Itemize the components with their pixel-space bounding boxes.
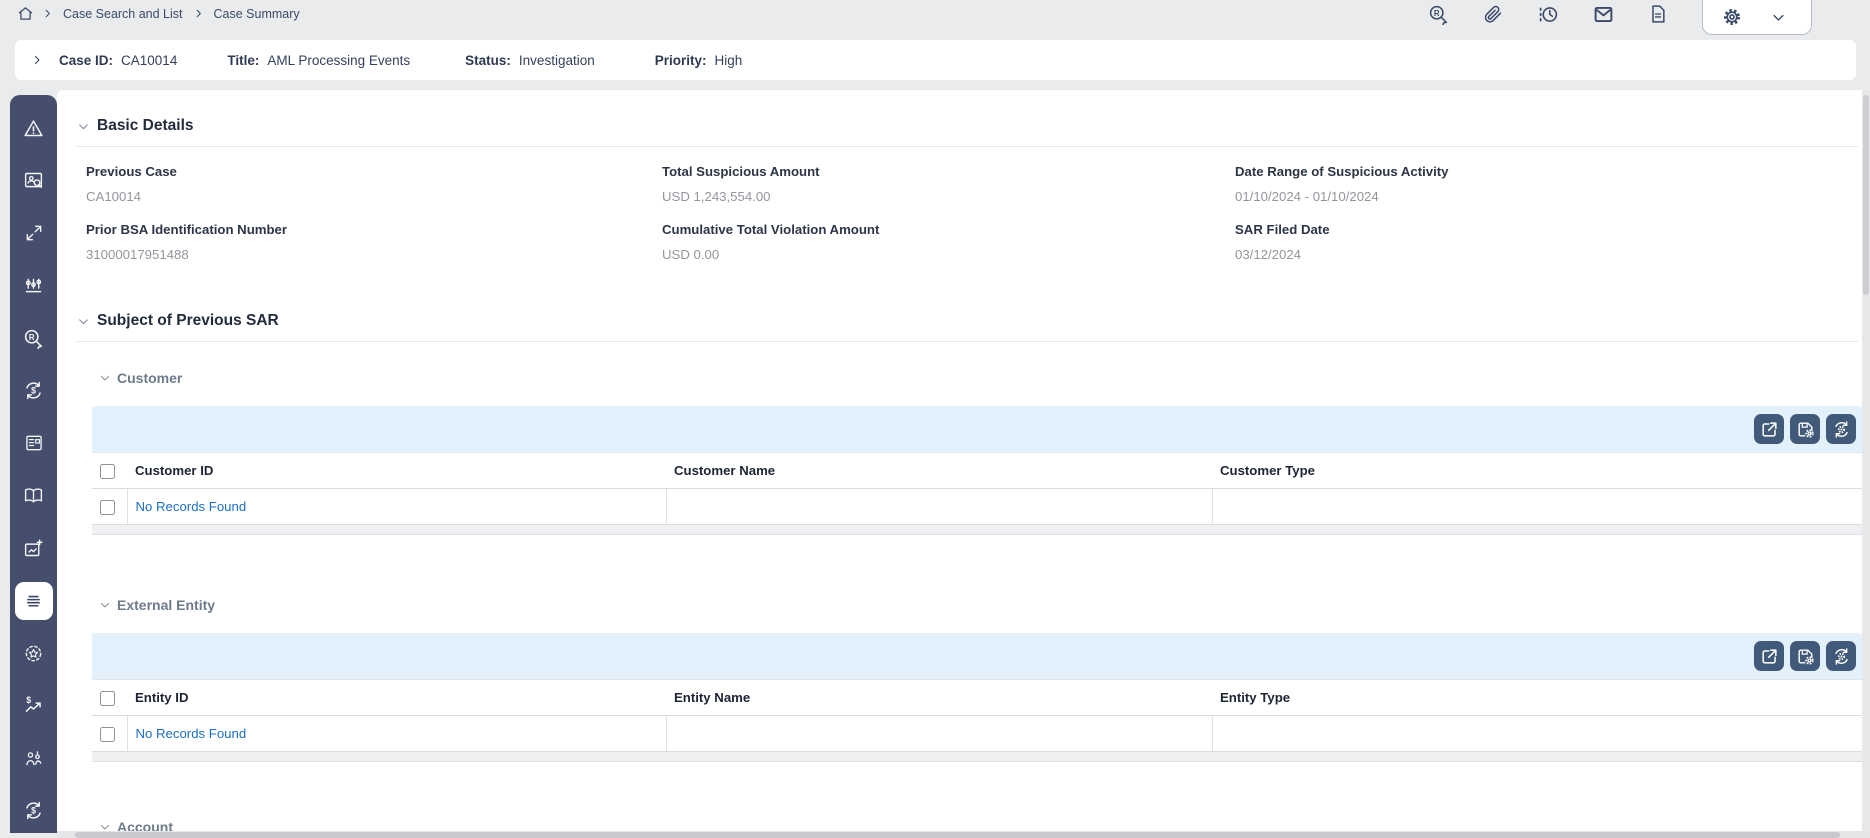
subsection-title: Account bbox=[117, 819, 173, 831]
collapse-chevron-icon[interactable] bbox=[77, 120, 90, 133]
transaction-cycle-icon[interactable] bbox=[15, 792, 53, 830]
no-records-found-link[interactable]: No Records Found bbox=[135, 726, 247, 741]
field-prior-bsa-number: Prior BSA Identification Number 31000017… bbox=[86, 222, 288, 262]
data-export-gear-icon[interactable] bbox=[1790, 641, 1820, 671]
field-sar-filed-date: SAR Filed Date 03/12/2024 bbox=[1235, 222, 1330, 262]
external-entity-table: Entity ID Entity Name Entity Type No Rec… bbox=[92, 679, 1862, 752]
account-details-icon[interactable] bbox=[15, 424, 53, 462]
document-icon[interactable] bbox=[1647, 3, 1669, 25]
queue-analysis-icon[interactable] bbox=[15, 267, 53, 305]
case-priority-field: Priority: High bbox=[654, 52, 743, 68]
currency-exchange-icon[interactable] bbox=[15, 372, 53, 410]
section-title: Subject of Previous SAR bbox=[97, 312, 279, 329]
refresh-settings-icon[interactable] bbox=[1826, 414, 1856, 444]
column-header[interactable]: Customer Type bbox=[1220, 463, 1316, 478]
table-header-row: Customer ID Customer Name Customer Type bbox=[92, 452, 1862, 489]
subject-of-previous-sar-header: Subject of Previous SAR bbox=[77, 312, 1852, 330]
risk-badge-icon[interactable] bbox=[15, 634, 53, 672]
basic-details-fields: Previous Case CA10014 Total Suspicious A… bbox=[57, 164, 1862, 280]
field-previous-case: Previous Case CA10014 bbox=[86, 164, 177, 204]
expand-icon[interactable] bbox=[15, 214, 53, 252]
top-action-icons bbox=[1427, 0, 1812, 35]
history-icon[interactable] bbox=[1537, 3, 1559, 25]
field-total-suspicious-amount: Total Suspicious Amount USD 1,243,554.00 bbox=[662, 164, 820, 204]
data-export-gear-icon[interactable] bbox=[1790, 414, 1820, 444]
export-icon[interactable] bbox=[1754, 641, 1784, 671]
row-checkbox[interactable] bbox=[100, 499, 115, 515]
field-cumulative-violation-amount: Cumulative Total Violation Amount USD 0.… bbox=[662, 222, 880, 262]
section-divider bbox=[77, 341, 1858, 342]
column-header[interactable]: Entity ID bbox=[135, 690, 189, 705]
collapse-chevron-icon[interactable] bbox=[99, 599, 111, 611]
horizontal-scrollbar-thumb[interactable] bbox=[75, 831, 1840, 838]
table-row: No Records Found bbox=[92, 715, 1862, 752]
relationship-icon[interactable] bbox=[15, 739, 53, 777]
column-header[interactable]: Entity Type bbox=[1220, 690, 1291, 705]
column-header[interactable]: Entity Name bbox=[674, 690, 751, 705]
select-all-checkbox[interactable] bbox=[100, 463, 115, 479]
add-evidence-icon[interactable] bbox=[15, 529, 53, 567]
field-date-range: Date Range of Suspicious Activity 01/10/… bbox=[1235, 164, 1449, 204]
mail-icon[interactable] bbox=[1592, 3, 1614, 25]
row-checkbox[interactable] bbox=[100, 726, 115, 742]
subsection-title: Customer bbox=[117, 370, 183, 386]
subsection-title: External Entity bbox=[117, 597, 216, 613]
collapse-chevron-icon[interactable] bbox=[99, 372, 111, 384]
research-icon[interactable] bbox=[15, 319, 53, 357]
settings-gear-icon[interactable] bbox=[1721, 6, 1743, 28]
chevron-right-icon bbox=[42, 8, 53, 19]
case-header-bar: Case ID: CA10014 Title: AML Processing E… bbox=[15, 40, 1856, 80]
vertical-scrollbar[interactable] bbox=[1862, 90, 1870, 831]
research-icon[interactable] bbox=[1427, 3, 1449, 25]
no-records-found-link[interactable]: No Records Found bbox=[135, 499, 247, 514]
external-entity-table-toolbar bbox=[92, 633, 1862, 679]
table-row: No Records Found bbox=[92, 488, 1862, 525]
select-all-checkbox[interactable] bbox=[100, 690, 115, 706]
chevron-right-icon bbox=[193, 8, 204, 19]
breadcrumb-bar: Case Search and List Case Summary bbox=[0, 0, 1870, 35]
vertical-scrollbar-thumb[interactable] bbox=[1863, 95, 1869, 295]
case-summary-icon[interactable] bbox=[14, 581, 53, 620]
chevron-down-icon[interactable] bbox=[1767, 6, 1789, 28]
account-subsection-header: Account bbox=[99, 819, 1862, 831]
knowledge-book-icon[interactable] bbox=[15, 477, 53, 515]
external-entity-subsection-header: External Entity bbox=[99, 597, 1862, 613]
funds-trend-icon[interactable] bbox=[15, 687, 53, 725]
customer-table-toolbar bbox=[92, 406, 1862, 452]
table-footer-strip bbox=[92, 525, 1862, 535]
table-footer-strip bbox=[92, 752, 1862, 762]
settings-menu-button[interactable] bbox=[1702, 0, 1812, 35]
home-icon[interactable] bbox=[14, 3, 36, 25]
case-header-expand-icon[interactable] bbox=[31, 54, 43, 66]
case-summary-panel: Basic Details Previous Case CA10014 Tota… bbox=[57, 90, 1862, 831]
horizontal-scrollbar[interactable] bbox=[57, 831, 1870, 838]
section-divider bbox=[77, 146, 1858, 147]
column-header[interactable]: Customer ID bbox=[135, 463, 214, 478]
alert-triangle-icon[interactable] bbox=[15, 109, 53, 147]
case-status-field: Status: Investigation bbox=[465, 52, 595, 68]
breadcrumb-case-search-and-list[interactable]: Case Search and List bbox=[63, 6, 183, 21]
left-nav-sidebar bbox=[10, 95, 57, 833]
breadcrumb-case-summary[interactable]: Case Summary bbox=[213, 6, 300, 21]
basic-details-header: Basic Details bbox=[77, 117, 1852, 135]
column-header[interactable]: Customer Name bbox=[674, 463, 776, 478]
case-id-field: Case ID: CA10014 bbox=[59, 52, 178, 68]
entity-search-icon[interactable] bbox=[15, 162, 53, 200]
table-header-row: Entity ID Entity Name Entity Type bbox=[92, 679, 1862, 716]
collapse-chevron-icon[interactable] bbox=[77, 315, 90, 328]
section-title: Basic Details bbox=[97, 117, 194, 134]
customer-subsection-header: Customer bbox=[99, 370, 1862, 386]
case-title-field: Title: AML Processing Events bbox=[227, 52, 411, 68]
collapse-chevron-icon[interactable] bbox=[99, 821, 111, 831]
export-icon[interactable] bbox=[1754, 414, 1784, 444]
attachment-icon[interactable] bbox=[1482, 3, 1504, 25]
customer-table: Customer ID Customer Name Customer Type … bbox=[92, 452, 1862, 525]
refresh-settings-icon[interactable] bbox=[1826, 641, 1856, 671]
